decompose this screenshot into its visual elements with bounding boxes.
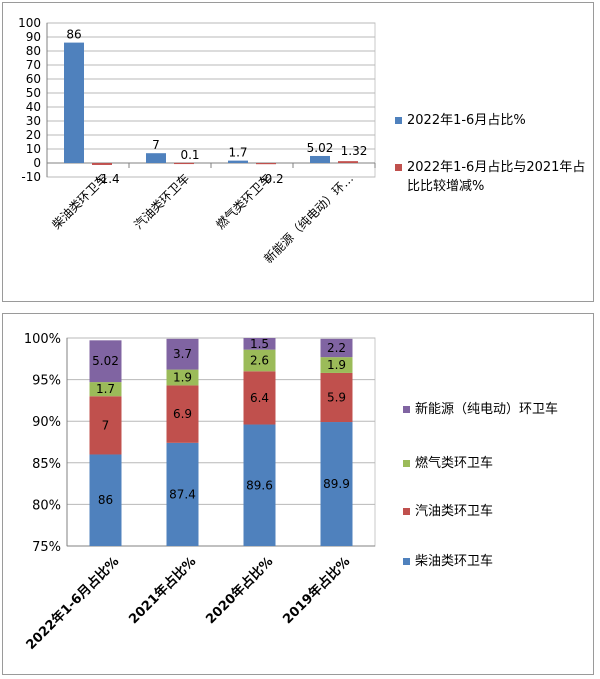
data-label: 1.7 [228,146,247,160]
data-label: 87.4 [169,487,196,501]
data-label: 5.02 [92,354,119,368]
legend-item-electric: 新能源（纯电动）环卫车 [415,402,559,417]
x-category-label: 2022年1-6月占比% [23,554,122,653]
data-label: 86 [66,28,81,42]
y-tick-label: 40 [26,100,41,114]
y-tick-label: 0 [33,156,41,170]
y-tick-label: 30 [26,114,41,128]
x-category-label: 燃气类环卫车 [213,171,275,233]
data-label: 2.2 [327,341,346,355]
data-label: 0.1 [180,148,199,162]
data-label: -1.4 [96,172,119,186]
y-tick-label: 100 [18,16,41,30]
data-label: 1.32 [341,144,368,158]
data-label: 2.6 [250,353,269,367]
segment-diesel [166,442,199,546]
segment-electric [166,338,199,370]
data-label: 7 [102,418,110,432]
y-tick-label: 10 [26,142,41,156]
bar-share [228,160,248,163]
segment-diesel [243,424,276,546]
legend-item-change-swatch [395,164,402,171]
segment-gasoline [166,385,199,443]
y-tick-label: 90 [26,30,41,44]
x-category-label: 2019年占比% [280,554,354,628]
data-label: 6.9 [173,407,192,421]
data-label: 1.9 [173,371,192,385]
segment-gasoline [89,396,122,455]
data-label: -0.2 [260,172,283,186]
y-tick-label: 85% [32,457,61,472]
bar-change [338,161,358,163]
legend-item-gasoline-swatch [403,508,410,515]
y-tick-label: 90% [32,415,61,430]
legend-item-change: 2022年1-6月占比与2021年占比比较增减% [407,160,586,194]
x-category-label: 柴油类环卫车 [49,171,111,233]
y-tick-label: 100% [24,332,61,347]
legend-item-diesel-swatch [403,558,410,565]
data-label: 1.7 [96,382,115,396]
legend-item-gas-swatch [403,460,410,467]
y-tick-label: 50 [26,86,41,100]
y-tick-label: 70 [26,58,41,72]
bar-change [174,162,194,165]
data-label: 1.9 [327,358,346,372]
data-label: 86 [98,493,113,507]
segment-electric [89,340,122,383]
legend-item-gas: 燃气类环卫车 [415,456,494,471]
segment-diesel [320,422,353,546]
segment-gas [320,357,353,373]
y-tick-label: 20 [26,128,41,142]
y-tick-label: 80 [26,44,41,58]
bar-change [256,163,276,165]
y-tick-label: -10 [21,170,41,184]
segment-gas [166,369,199,386]
segment-electric [320,338,353,358]
chart-panel-1: -10 0 10 20 30 40 50 60 70 80 90 100 86 -1.4 柴油类环卫车 7 0.… [2,2,594,302]
data-label: 5.9 [327,390,346,404]
data-label: 89.9 [323,477,350,491]
data-label: 5.02 [307,141,334,155]
y-tick-label: 80% [32,498,61,513]
y-tick-label: 60 [26,72,41,86]
bar-share [64,42,84,163]
stacked-bar-chart-2: 75% 80% 85% 90% 95% 100% 86 7 1.7 5.02 2022年1-6月占比… [23,332,376,653]
x-category-label: 2021年占比% [126,554,200,628]
segment-gas [243,349,276,372]
segment-gasoline [320,372,353,423]
bar-share [310,155,330,163]
data-label: 3.7 [173,347,192,361]
legend-item-electric-swatch [403,406,410,413]
data-label: 6.4 [250,391,269,405]
segment-electric [243,338,276,350]
chart-panel-2: 75% 80% 85% 90% 95% 100% 86 7 1.7 5.02 2022年1-6月占比… [2,313,594,675]
y-tick-label: 95% [32,374,61,389]
segment-gas [89,382,122,397]
x-category-label: 2020年占比% [203,554,277,628]
legend-item-share-swatch [395,117,402,124]
segment-diesel [89,454,122,546]
legend-item-gasoline: 汽油类环卫车 [415,504,494,519]
y-tick-label: 75% [32,540,61,555]
data-label: 7 [152,138,160,152]
data-label: 89.6 [246,478,273,492]
bar-change [92,163,112,165]
legend-item-share: 2022年1-6月占比% [407,113,526,128]
bar-share [146,153,166,163]
segment-gasoline [243,371,276,425]
x-category-label: 汽油类环卫车 [131,171,193,233]
legend-item-diesel: 柴油类环卫车 [415,554,494,569]
data-label: 1.5 [250,337,269,351]
